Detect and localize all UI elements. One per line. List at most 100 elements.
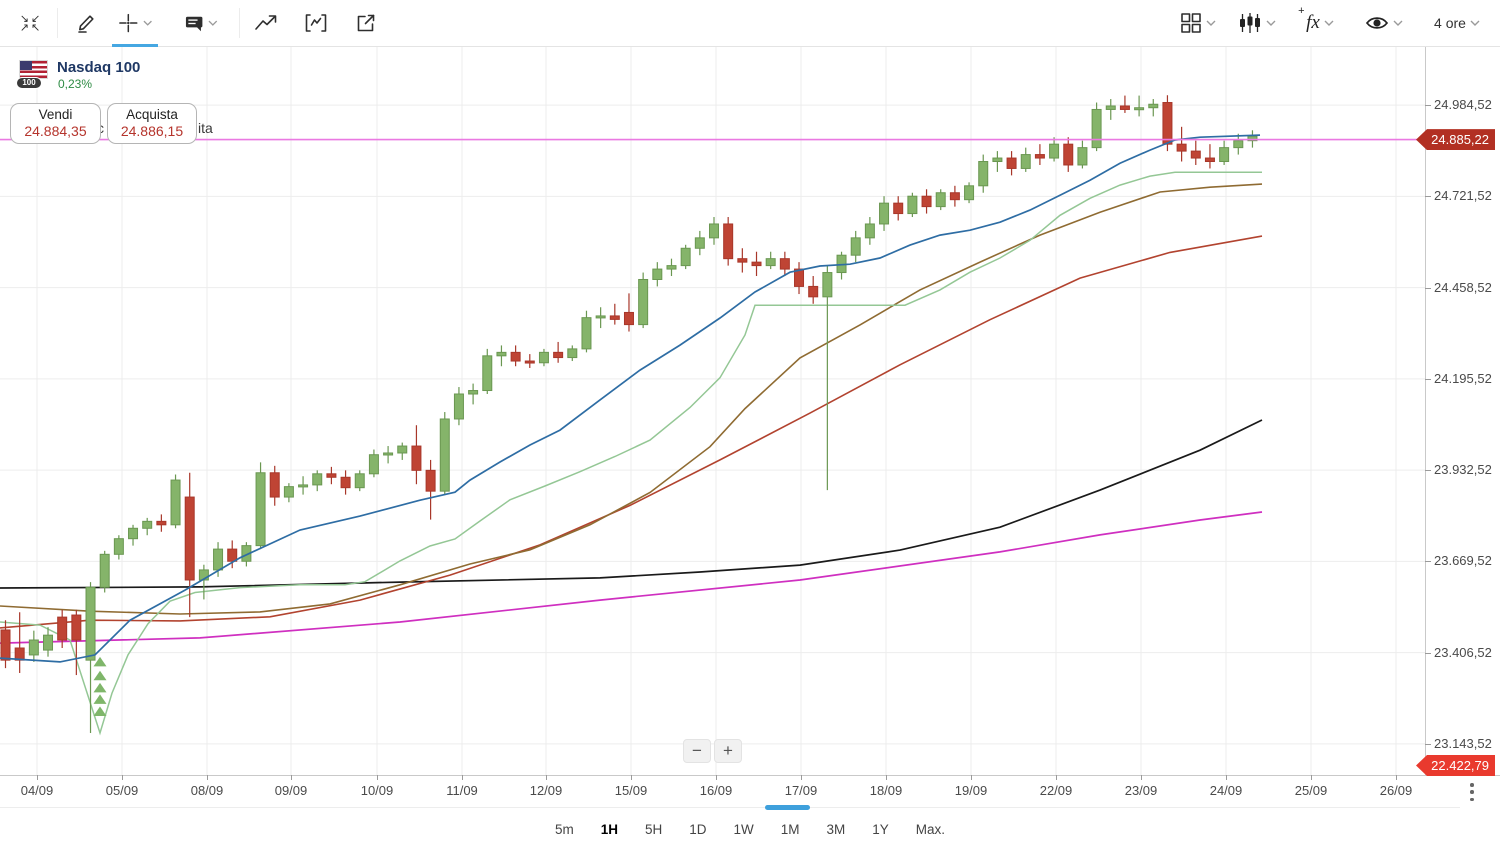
date-tick-label: 18/09 <box>869 783 903 798</box>
date-tick <box>291 775 292 780</box>
date-tick-label: 09/09 <box>274 783 308 798</box>
comment-tool-button[interactable] <box>184 5 218 41</box>
chevron-down-icon <box>1470 20 1480 26</box>
layout-button[interactable] <box>1176 5 1220 41</box>
flag-badge: 100 <box>16 77 42 89</box>
date-tick <box>37 775 38 780</box>
price-tick <box>1425 743 1431 745</box>
date-tick-label: 08/09 <box>190 783 224 798</box>
collapse-button[interactable]: ↘↙ ↗↖ <box>16 5 46 41</box>
draw-pencil-icon <box>78 15 94 33</box>
timeframe-1w[interactable]: 1W <box>733 822 754 837</box>
buy-button[interactable]: Acquista 24.886,15 <box>107 103 197 144</box>
date-tick <box>886 775 887 780</box>
price-tick <box>1425 378 1431 380</box>
date-tick-label: 12/09 <box>529 783 563 798</box>
draw-button[interactable] <box>71 5 101 41</box>
instrument-name[interactable]: Nasdaq 100 <box>57 59 141 76</box>
timeframe-1d[interactable]: 1D <box>689 822 707 837</box>
crosshair-tool-button[interactable] <box>118 5 152 41</box>
timeframe-1m[interactable]: 1M <box>780 822 800 837</box>
chevron-down-icon <box>1324 20 1334 26</box>
price-tick <box>1425 196 1431 198</box>
date-tick <box>1056 775 1057 780</box>
price-tick-label: 24.721,52 <box>1434 188 1492 204</box>
chevron-down-icon <box>1266 20 1276 26</box>
price-tick-label: 24.458,52 <box>1434 279 1492 295</box>
pattern-bracket-button[interactable] <box>300 5 332 41</box>
date-tick <box>1396 775 1397 780</box>
date-tick <box>971 775 972 780</box>
instrument-change: 0,23% <box>58 77 93 91</box>
time-axis-border <box>0 775 1500 776</box>
timeframe-3m[interactable]: 3M <box>826 822 846 837</box>
occluded-label-fragment: ita <box>198 120 213 136</box>
zoom-out-button[interactable]: − <box>683 739 711 763</box>
chevron-down-icon <box>1206 20 1216 26</box>
ma-red <box>0 235 1263 629</box>
date-tick-label: 10/09 <box>360 783 394 798</box>
layout-grid-icon <box>1181 13 1201 33</box>
chevron-down-icon <box>1393 20 1403 26</box>
toolbar-separator <box>239 8 240 38</box>
ma-blue <box>0 134 1261 663</box>
active-tool-underline <box>112 44 158 47</box>
chart-type-candles-icon <box>1240 13 1260 33</box>
date-tick <box>122 775 123 780</box>
zoom-in-button[interactable]: + <box>714 739 742 763</box>
date-tick <box>1311 775 1312 780</box>
indicators-button[interactable]: + fx <box>1296 5 1344 41</box>
current-price-badge: 24.885,22 <box>1416 129 1495 151</box>
ma-lines-front <box>0 134 1261 663</box>
share-button[interactable] <box>350 5 382 41</box>
date-tick-label: 19/09 <box>954 783 988 798</box>
timeframe-bar: 5m 1H 5H 1D 1W 1M 3M 1Y Max. <box>0 822 1500 837</box>
trend-line-button[interactable] <box>250 5 282 41</box>
chart-scrollbar-thumb[interactable] <box>765 805 810 810</box>
date-tick-label: 16/09 <box>699 783 733 798</box>
us-flag-icon <box>20 61 47 78</box>
date-tick-label: 05/09 <box>105 783 139 798</box>
date-tick <box>716 775 717 780</box>
date-tick <box>1141 775 1142 780</box>
price-tick-label: 23.932,52 <box>1434 462 1492 478</box>
date-tick <box>546 775 547 780</box>
date-tick-label: 26/09 <box>1379 783 1413 798</box>
timeframe-1h[interactable]: 1H <box>600 822 618 837</box>
chart-type-button[interactable] <box>1234 5 1280 41</box>
toolbar-separator <box>57 8 58 38</box>
price-tick <box>1425 105 1431 107</box>
price-tick-label: 23.143,52 <box>1434 735 1492 751</box>
date-tick <box>1226 775 1227 780</box>
curve-bracket-icon <box>305 14 327 32</box>
crosshair-icon <box>119 13 138 33</box>
comment-icon <box>185 16 203 31</box>
timeframe-5m[interactable]: 5m <box>554 822 574 837</box>
timeframe-1y[interactable]: 1Y <box>872 822 889 837</box>
ma-olive <box>0 183 1263 615</box>
ma-lines <box>0 171 1263 736</box>
chart-scrollbar-track[interactable] <box>0 807 1460 808</box>
chevron-down-icon <box>208 20 218 26</box>
price-tick-label: 23.669,52 <box>1434 553 1492 569</box>
low-price-badge: 22.422,79 <box>1416 755 1495 776</box>
date-tick-label: 22/09 <box>1039 783 1073 798</box>
timeframe-5h[interactable]: 5H <box>644 822 663 837</box>
price-tick-label: 23.406,52 <box>1434 644 1492 660</box>
price-tick <box>1425 287 1431 289</box>
ma-light-green <box>0 171 1262 736</box>
candles <box>0 95 1258 734</box>
interval-label: 4 ore <box>1434 15 1466 31</box>
chevron-down-icon <box>143 20 152 26</box>
sell-button[interactable]: Vendi 24.884,35 <box>10 103 101 144</box>
interval-selector[interactable]: 4 ore <box>1426 5 1488 41</box>
date-tick <box>631 775 632 780</box>
date-tick-label: 11/09 <box>446 783 478 798</box>
plus-icon: + <box>723 741 733 760</box>
price-chart[interactable] <box>0 47 1425 775</box>
visibility-button[interactable] <box>1360 5 1408 41</box>
date-tick <box>377 775 378 780</box>
axis-menu-kebab-icon[interactable] <box>1466 781 1478 803</box>
date-tick-label: 15/09 <box>614 783 648 798</box>
timeframe-max[interactable]: Max. <box>915 822 946 837</box>
